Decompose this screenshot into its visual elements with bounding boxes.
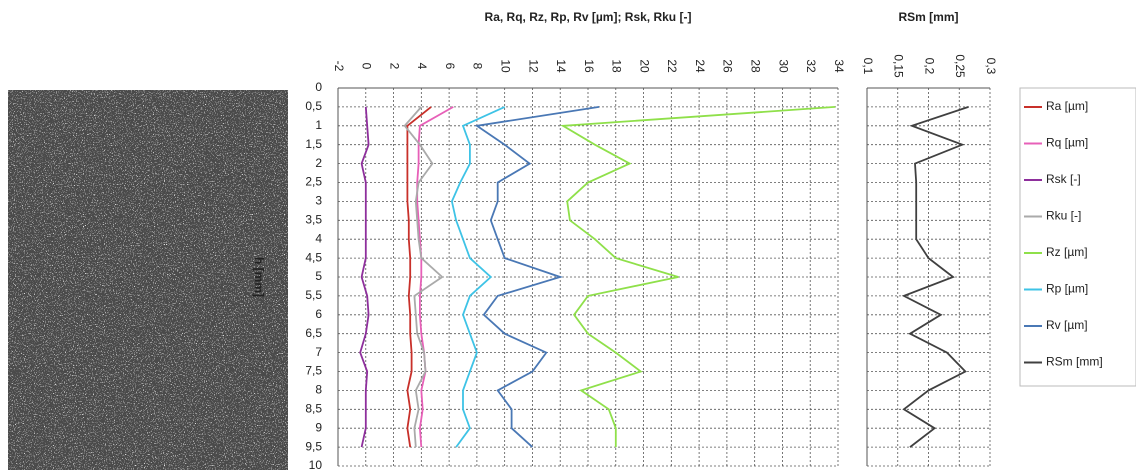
h-tick-label: 6 [315,307,322,321]
series-line [474,106,600,448]
h-tick-label: 5,5 [305,288,322,302]
h-tick-label: 6,5 [305,326,322,340]
legend-label: Rv [µm] [1046,318,1088,332]
series-line [403,106,444,448]
series-line [406,106,432,448]
legend-label: Ra [µm] [1046,99,1088,113]
h-tick-label: 3,5 [305,212,322,226]
x-tick-label: 26 [721,59,735,73]
x-tick-label: 14 [554,59,568,73]
x-tick-label: 30 [776,59,790,73]
series-line [901,106,969,448]
panel-title: Ra, Rq, Rz, Rp, Rv [µm]; Rsk, Rku [-] [485,10,692,24]
h-tick-label: 4 [315,231,322,245]
h-tick-label: 0 [315,80,322,94]
x-tick-label: 0,1 [861,58,875,75]
h-tick-label: 9 [315,420,322,434]
legend-box [1019,87,1136,387]
h-tick-label: 8 [315,383,322,397]
h-axis-label: h [mm] [252,257,266,297]
h-tick-label: 4,5 [305,250,322,264]
h-tick-label: 8,5 [305,401,322,415]
x-tick-label: 4 [415,63,429,70]
series-line [560,106,836,448]
h-tick-label: 10 [309,458,323,472]
legend-label: Rp [µm] [1046,282,1088,296]
legend-label: Rsk [-] [1046,172,1081,186]
series-line [359,106,370,448]
x-tick-label: 16 [582,59,596,73]
series-line [450,106,506,448]
legend-label: Rz [µm] [1046,245,1088,259]
h-tick-label: 2,5 [305,175,322,189]
x-tick-label: 0,25 [953,54,967,78]
panel-title: RSm [mm] [898,10,958,24]
x-tick-label: 28 [748,59,762,73]
h-tick-label: 7,5 [305,364,322,378]
x-tick-label: 32 [804,59,818,73]
x-tick-label: 20 [637,59,651,73]
x-tick-label: 0,3 [984,58,998,75]
h-tick-label: 2 [315,156,322,170]
x-tick-label: 6 [443,63,457,70]
x-tick-label: 2 [387,63,401,70]
x-tick-label: 12 [526,59,540,73]
x-tick-label: 0,2 [922,58,936,75]
surface-photo [8,90,288,470]
x-tick-label: 24 [693,59,707,73]
h-tick-label: 9,5 [305,439,322,453]
x-tick-label: 0,15 [892,54,906,78]
legend-label: RSm [mm] [1046,355,1103,369]
x-tick-label: 10 [498,59,512,73]
h-tick-label: 1,5 [305,137,322,151]
series-line [416,106,454,448]
x-tick-label: 8 [471,63,485,70]
h-tick-label: 3 [315,194,322,208]
x-tick-label: 0 [360,63,374,70]
x-tick-label: 18 [610,59,624,73]
legend-label: Rku [-] [1046,209,1081,223]
x-tick-label: 22 [665,59,679,73]
x-tick-label: -2 [332,61,346,72]
x-tick-label: 34 [832,59,846,73]
h-tick-label: 1 [315,118,322,132]
h-tick-label: 7 [315,345,322,359]
h-tick-label: 0,5 [305,99,322,113]
h-tick-label: 5 [315,269,322,283]
legend-label: Rq [µm] [1046,136,1088,150]
